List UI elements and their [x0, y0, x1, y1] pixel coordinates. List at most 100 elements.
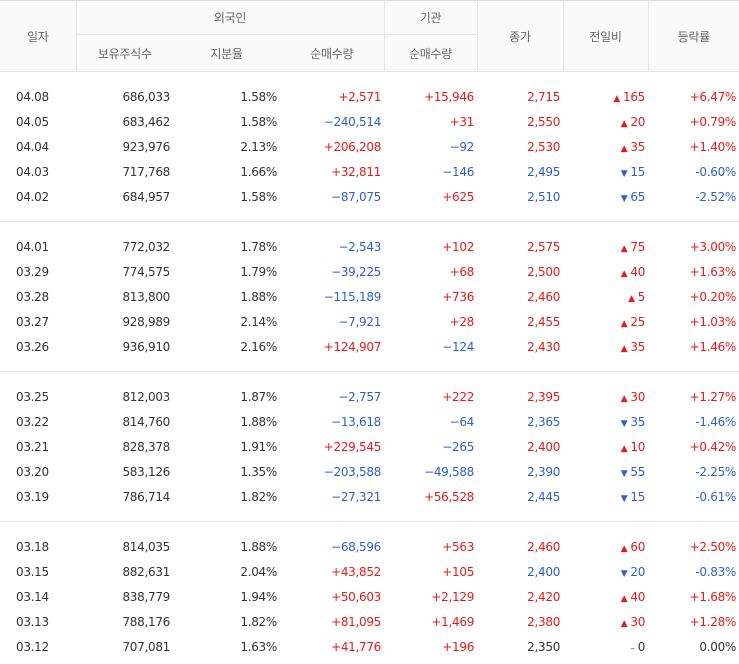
row-foreign-net: +43,852: [331, 564, 382, 579]
row-change: ▼ 55: [563, 459, 648, 484]
table-row: 04.01 772,032 1.78% −2,543 +102 2,575 ▲ 75 +3.00…: [0, 234, 739, 259]
row-close: 2,390: [527, 464, 561, 479]
row-date: 04.01: [16, 239, 49, 254]
row-institution-net: +222: [442, 389, 475, 404]
row-foreign-net: +32,811: [331, 164, 382, 179]
row-ratio: 1.58%: [240, 189, 277, 204]
table-row: 04.04 923,976 2.13% +206,208 −92 2,530 ▲ 35 +1.4…: [0, 134, 739, 159]
row-ratio: 1.58%: [240, 89, 277, 104]
row-holdings: 684,957: [122, 189, 170, 204]
row-change: ▲ 25: [563, 309, 648, 334]
row-foreign-net: −2,757: [338, 389, 382, 404]
row-rate: -2.52%: [695, 189, 737, 204]
row-change-value: 25: [630, 314, 646, 329]
table-row: 04.03 717,768 1.66% +32,811 −146 2,495 ▼ 15 -0.6…: [0, 159, 739, 184]
header-close: 종가: [476, 0, 564, 72]
row-foreign-net: +229,545: [323, 439, 382, 454]
down-triangle-icon: ▼: [620, 493, 628, 504]
table-row: 03.18 814,035 1.88% −68,596 +563 2,460 ▲ 60 +2.5…: [0, 534, 739, 559]
row-holdings: 812,003: [122, 389, 170, 404]
row-institution-net: −64: [449, 414, 475, 429]
row-holdings: 583,126: [122, 464, 170, 479]
row-ratio: 1.94%: [240, 589, 277, 604]
row-institution-net: +196: [442, 639, 475, 654]
row-institution-net: +15,946: [424, 89, 475, 104]
row-change: ▼ 35: [563, 409, 648, 434]
row-date: 03.22: [16, 414, 49, 429]
row-date: 04.04: [16, 139, 49, 154]
row-ratio: 2.13%: [240, 139, 277, 154]
row-close: 2,460: [527, 539, 561, 554]
row-foreign-net: +81,095: [331, 614, 382, 629]
row-change-value: 30: [630, 614, 646, 629]
table-row: 03.19 786,714 1.82% −27,321 +56,528 2,445 ▼ 15-…: [0, 484, 739, 509]
table-row: 03.26 936,910 2.16% +124,907 −124 2,430 ▲ 35 +1.…: [0, 334, 739, 359]
row-institution-net: +2,129: [431, 589, 475, 604]
row-change-value: 35: [630, 339, 646, 354]
row-change-value: 40: [630, 589, 646, 604]
row-close: 2,420: [527, 589, 561, 604]
up-triangle-icon: ▲: [620, 243, 628, 254]
row-foreign-net: −240,514: [323, 114, 382, 129]
row-foreign-net: +2,571: [338, 89, 382, 104]
up-triangle-icon: ▲: [628, 293, 635, 304]
row-rate: -0.83%: [695, 564, 737, 579]
row-change-value: 35: [630, 139, 646, 154]
row-ratio: 1.79%: [240, 264, 277, 279]
up-triangle-icon: ▲: [620, 118, 628, 129]
row-change-value: 40: [630, 264, 646, 279]
row-change: ▲ 35: [563, 134, 648, 159]
row-date: 03.25: [16, 389, 49, 404]
row-holdings: 814,035: [122, 539, 170, 554]
row-ratio: 1.87%: [240, 389, 277, 404]
row-date: 03.18: [16, 539, 49, 554]
row-institution-net: −146: [442, 164, 475, 179]
row-ratio: 2.14%: [240, 314, 277, 329]
row-institution-net: +68: [449, 264, 475, 279]
up-triangle-icon: ▲: [620, 143, 628, 154]
row-institution-net: −92: [449, 139, 475, 154]
header-ratio: 지분율: [173, 34, 280, 72]
row-ratio: 1.91%: [240, 439, 277, 454]
row-foreign-net: −27,321: [331, 489, 382, 504]
row-change: ▲ 10: [563, 434, 648, 459]
table-row: 03.29 774,575 1.79% −39,225 +68 2,500 ▲ 40 +1.63…: [0, 259, 739, 284]
row-rate: +1.63%: [689, 264, 737, 279]
row-close: 2,715: [527, 89, 561, 104]
row-institution-net: −49,588: [424, 464, 475, 479]
row-foreign-net: +124,907: [323, 339, 382, 354]
row-rate: +3.00%: [689, 239, 737, 254]
header-foreign-group: 외국인: [75, 0, 385, 35]
row-change-value: 15: [630, 164, 646, 179]
row-foreign-net: −13,618: [331, 414, 382, 429]
table-row: 03.22 814,760 1.88% −13,618 −64 2,365 ▼ 35 -1.46…: [0, 409, 739, 434]
row-change: ▲ 40: [563, 259, 648, 284]
row-rate: +0.42%: [689, 439, 737, 454]
table-row: 03.25 812,003 1.87% −2,757 +222 2,395 ▲ 30 +1.27…: [0, 384, 739, 409]
row-close: 2,575: [527, 239, 561, 254]
row-institution-net: +56,528: [424, 489, 475, 504]
row-close: 2,510: [527, 189, 561, 204]
row-rate: +1.68%: [689, 589, 737, 604]
up-triangle-icon: ▲: [620, 318, 628, 329]
row-date: 03.19: [16, 489, 49, 504]
row-close: 2,530: [527, 139, 561, 154]
row-rate: -2.25%: [695, 464, 737, 479]
row-holdings: 786,714: [122, 489, 170, 504]
row-rate: +1.03%: [689, 314, 737, 329]
row-close: 2,395: [527, 389, 561, 404]
up-triangle-icon: ▲: [620, 443, 628, 454]
row-change: ▼ 20: [563, 559, 648, 584]
row-change-value: 65: [630, 189, 646, 204]
row-change: ▲ 20: [563, 109, 648, 134]
table-body: 04.08 686,033 1.58% +2,571 +15,946 2,715 ▲ 165 +…: [0, 72, 739, 660]
row-foreign-net: −39,225: [331, 264, 382, 279]
row-rate: -0.61%: [695, 489, 737, 504]
row-change-value: 75: [630, 239, 646, 254]
table-row: 03.13 788,176 1.82% +81,095 +1,469 2,380 ▲ 30 +1…: [0, 609, 739, 634]
row-rate: 0.00%: [699, 639, 737, 654]
header-foreign-net: 순매수량: [280, 34, 385, 72]
row-change-value: 0: [637, 639, 646, 654]
row-institution-net: +736: [442, 289, 475, 304]
row-rate: +1.28%: [689, 614, 737, 629]
